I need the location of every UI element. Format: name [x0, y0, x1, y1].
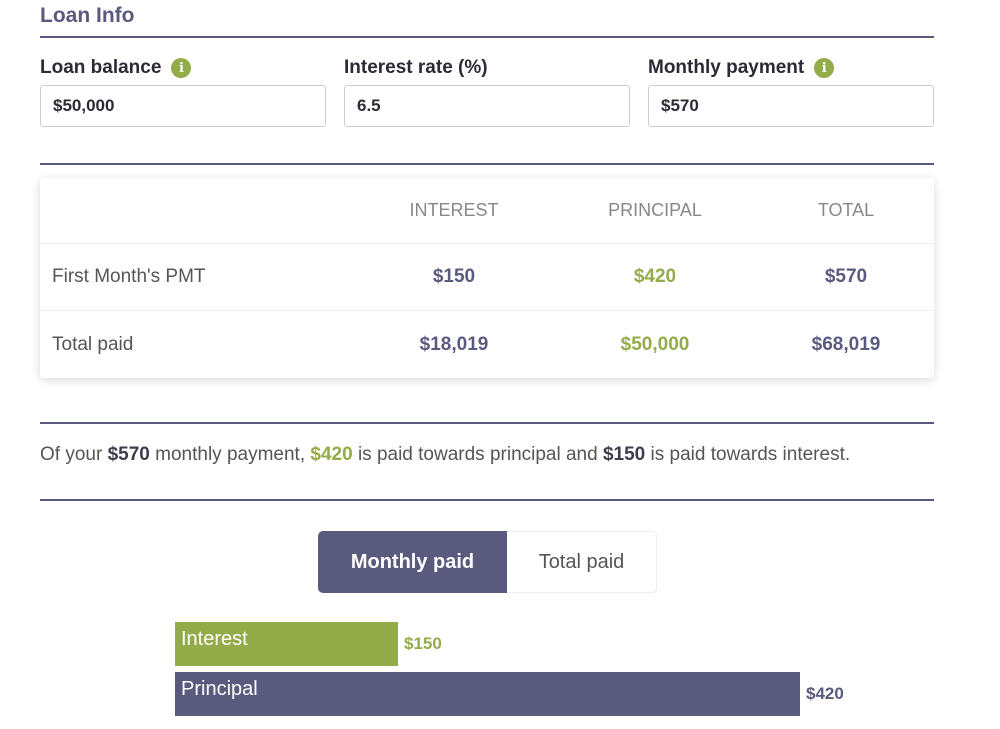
interest-cell: $18,019 — [419, 333, 489, 355]
total-cell: $68,019 — [811, 333, 881, 355]
text: monthly payment, — [149, 444, 311, 465]
interest-rate-input[interactable] — [344, 85, 630, 127]
text: Of your — [40, 444, 108, 465]
row-label: Total paid — [52, 333, 134, 355]
bar-label: Principal — [181, 678, 258, 700]
interest-amount: $150 — [602, 444, 646, 465]
info-icon[interactable]: i — [814, 58, 835, 78]
label-text: Loan balance — [40, 57, 162, 78]
text: is paid towards interest. — [645, 444, 851, 465]
total-cell: $570 — [824, 266, 868, 287]
loan-balance-label: Loan balance i — [40, 57, 192, 79]
principal-amount: $420 — [310, 444, 353, 465]
interest-rate-label: Interest rate (%) — [344, 57, 488, 79]
monthly-amount: $570 — [107, 444, 150, 465]
monthly-paid-tab[interactable]: Monthly paid — [318, 531, 507, 593]
header-total: TOTAL — [817, 200, 875, 220]
info-icon[interactable]: i — [171, 58, 192, 78]
principal-cell: $420 — [633, 266, 677, 287]
loan-balance-input[interactable] — [40, 85, 326, 127]
summary-table: INTEREST PRINCIPAL TOTAL First Month's P… — [40, 178, 934, 378]
divider — [40, 163, 934, 165]
total-paid-tab[interactable]: Total paid — [507, 531, 657, 593]
label-text: Monthly payment — [648, 57, 805, 78]
bar-value-label: $420 — [806, 684, 844, 703]
row-label: First Month's PMT — [52, 266, 206, 287]
table-row: First Month's PMT $150 $420 $570 — [40, 244, 934, 311]
monthly-payment-input[interactable] — [648, 85, 934, 127]
payment-summary: Of your $570 monthly payment, $420 is pa… — [40, 444, 850, 466]
header-principal: PRINCIPAL — [608, 200, 702, 220]
divider — [40, 422, 934, 424]
section-title: Loan Info — [40, 4, 135, 27]
monthly-payment-label: Monthly payment i — [648, 57, 835, 79]
bar-interest: Interest — [175, 622, 398, 666]
divider — [40, 499, 934, 501]
header-interest: INTEREST — [409, 200, 499, 220]
text: is paid towards principal and — [352, 444, 603, 465]
principal-cell: $50,000 — [620, 333, 690, 355]
bar-label: Interest — [181, 628, 248, 650]
divider — [40, 36, 934, 38]
bar-value-label: $150 — [404, 634, 442, 653]
bar-principal: Principal — [175, 672, 800, 716]
table-header: INTEREST PRINCIPAL TOTAL — [40, 178, 934, 244]
table-row: Total paid $18,019 $50,000 $68,019 — [40, 311, 934, 378]
label-text: Interest rate (%) — [344, 57, 488, 78]
interest-cell: $150 — [432, 266, 476, 287]
